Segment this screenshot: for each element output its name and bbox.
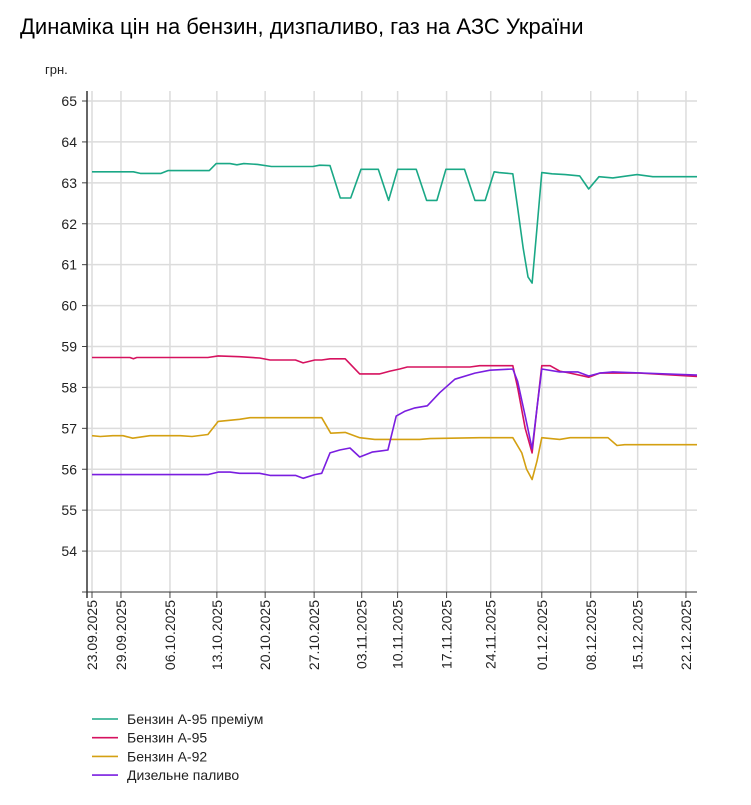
y-tick-label: 61 [61,257,77,273]
legend-label-0: Бензин А-95 преміум [127,711,263,727]
x-tick-label: 29.09.2025 [113,600,129,670]
legend-label-3: Дизельне паливо [127,767,239,783]
x-tick-label: 08.12.2025 [583,600,599,670]
x-tick-label: 22.12.2025 [678,600,694,670]
y-tick-label: 65 [61,93,77,109]
y-tick-label: 55 [61,502,77,518]
y-tick-label: 58 [61,379,77,395]
series-line-2 [91,416,697,481]
x-tick-label: 10.11.2025 [390,600,406,669]
chart-title: Динаміка цін на бензин, дизпаливо, газ н… [20,14,584,39]
series-line-3 [92,368,698,480]
legend: Бензин А-95 преміум Бензин А-95 Бензин А-9… [92,711,263,783]
axes: 54 55 56 57 58 59 60 61 62 63 64 65 23.09.2025 29.09.… [61,91,697,670]
y-tick-label: 59 [61,339,77,355]
x-tick-label: 01.12.2025 [534,600,550,670]
series-lines [91,162,698,481]
y-tick-label: 54 [61,543,77,559]
x-tick-label: 20.10.2025 [257,600,273,670]
y-axis-label: грн. [45,62,68,77]
y-tick-label: 56 [61,461,77,477]
y-tick-label: 64 [61,134,77,150]
x-tick-label: 23.09.2025 [84,600,100,670]
y-tick-label: 60 [61,298,77,314]
y-tick-label: 63 [61,175,77,191]
y-tick-label: 62 [61,216,77,232]
legend-label-2: Бензин А-92 [127,748,207,764]
x-tick-label: 06.10.2025 [162,600,178,670]
x-tick-label: 24.11.2025 [483,600,499,669]
x-tick-label: 03.11.2025 [354,600,370,669]
series-line-0 [92,162,697,284]
series-line-1 [92,355,698,454]
grid [87,91,697,592]
x-tick-label: 13.10.2025 [209,600,225,670]
x-tick-label: 17.11.2025 [439,600,455,669]
x-tick-label: 27.10.2025 [306,600,322,670]
y-tick-label: 57 [61,420,77,436]
x-tick-label: 15.12.2025 [630,600,646,670]
legend-label-1: Бензин А-95 [127,730,207,746]
